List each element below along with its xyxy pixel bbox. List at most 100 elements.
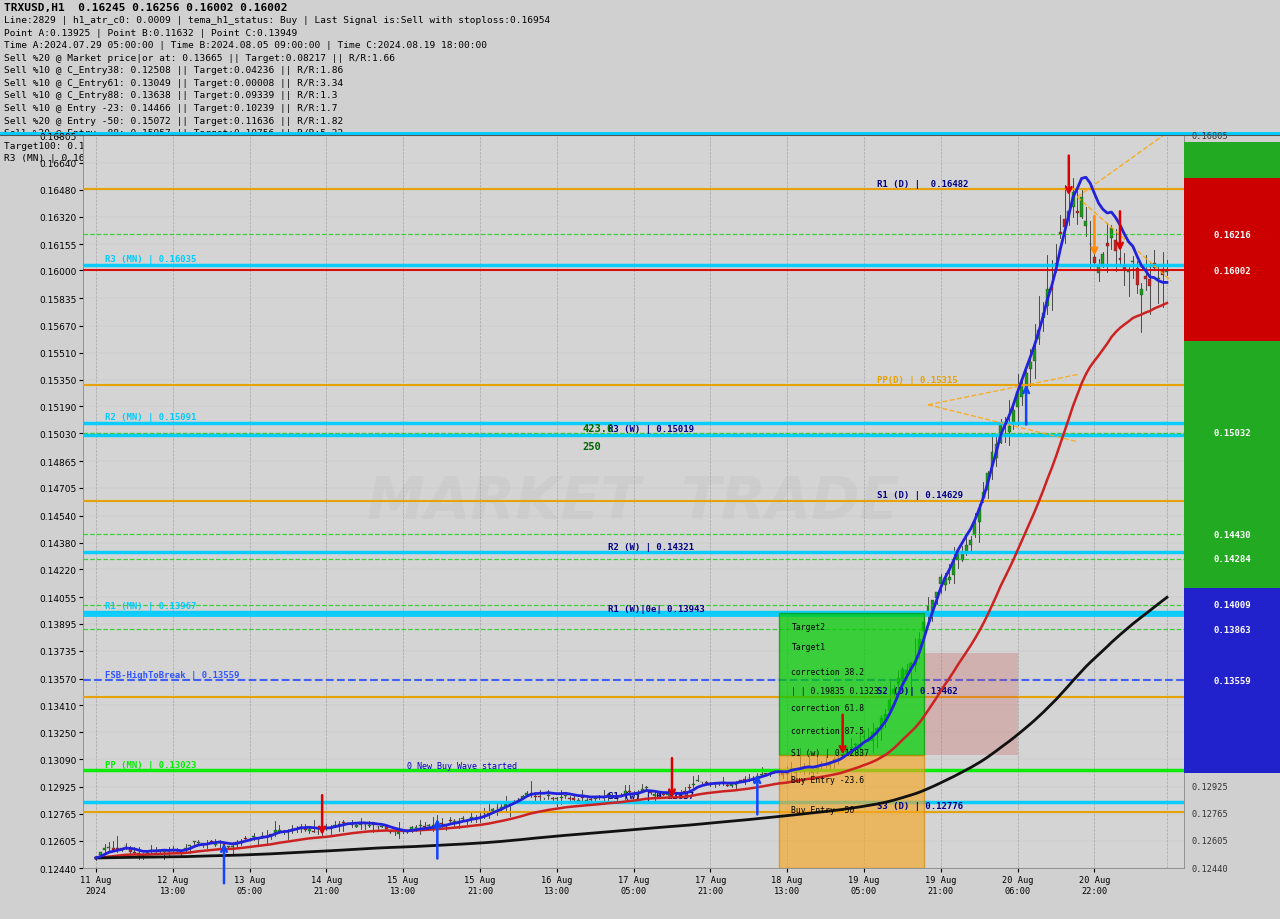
Bar	[922, 623, 925, 630]
Bar	[550, 799, 554, 800]
Bar	[943, 578, 947, 585]
Bar	[431, 825, 435, 826]
Bar	[1084, 222, 1088, 227]
Bar	[415, 827, 417, 830]
Text: R1 (MN) | 0.13967: R1 (MN) | 0.13967	[105, 602, 196, 610]
Bar	[751, 777, 755, 779]
Text: R3 (MN) | 0.16035: R3 (MN) | 0.16035	[4, 154, 101, 163]
Text: 0.13735: 0.13735	[1192, 647, 1229, 655]
Bar	[1097, 266, 1100, 274]
Bar	[742, 779, 746, 781]
Text: MARKET  TRADE: MARKET TRADE	[367, 474, 900, 530]
Bar	[1024, 373, 1028, 391]
Bar	[406, 831, 410, 832]
Bar	[991, 452, 993, 466]
Text: correction 61.8: correction 61.8	[791, 703, 864, 712]
Text: 0 New Buy Wave started: 0 New Buy Wave started	[407, 762, 517, 771]
Text: 0.12440: 0.12440	[1192, 864, 1229, 873]
Text: 0.14865: 0.14865	[1192, 457, 1229, 466]
Text: S1 (D) | 0.14629: S1 (D) | 0.14629	[877, 491, 963, 499]
Bar	[1144, 277, 1147, 279]
Bar	[1093, 258, 1096, 264]
Text: 0.14705: 0.14705	[1192, 484, 1229, 493]
Text: Sell %20 @ Market price|or at: 0.13665 || Target:0.08217 || R/R:1.66: Sell %20 @ Market price|or at: 0.13665 |…	[4, 54, 394, 62]
Bar	[808, 768, 810, 771]
Bar	[854, 744, 858, 745]
Text: FSB-HighToBreak | 0.13559: FSB-HighToBreak | 0.13559	[105, 670, 239, 679]
Bar	[649, 792, 652, 793]
Bar	[1110, 228, 1114, 238]
Text: 0.15030: 0.15030	[1192, 429, 1229, 438]
Text: Buy Entry -50: Buy Entry -50	[791, 805, 855, 814]
Text: Target1: Target1	[791, 642, 826, 652]
Bar	[1157, 278, 1160, 280]
Bar	[1020, 384, 1024, 398]
Bar	[488, 812, 490, 814]
Bar	[654, 794, 657, 797]
Bar	[773, 770, 776, 772]
Bar	[1071, 192, 1075, 208]
Bar	[692, 784, 695, 786]
Bar	[274, 831, 276, 834]
Bar	[794, 769, 797, 774]
Bar	[1050, 288, 1053, 290]
Bar	[146, 853, 148, 854]
Bar	[918, 640, 922, 653]
Bar	[214, 843, 216, 845]
Bar	[896, 678, 900, 685]
Bar	[577, 800, 580, 801]
Text: TRXUSD,H1  0.16245 0.16256 0.16002 0.16002: TRXUSD,H1 0.16245 0.16256 0.16002 0.1600…	[4, 3, 287, 13]
Bar	[252, 836, 256, 837]
Bar	[841, 754, 845, 755]
Text: 0.14009: 0.14009	[1213, 601, 1251, 609]
Bar	[623, 791, 627, 795]
Bar	[141, 855, 145, 857]
Bar	[876, 728, 878, 734]
Bar	[696, 780, 699, 781]
Text: 250: 250	[582, 441, 602, 451]
Bar	[419, 825, 422, 826]
Text: 0.13559: 0.13559	[1213, 676, 1251, 686]
Bar	[799, 769, 801, 771]
Text: Sell %20 @ Entry -50: 0.15072 || Target:0.11636 || R/R:1.82: Sell %20 @ Entry -50: 0.15072 || Target:…	[4, 117, 343, 125]
Bar	[155, 850, 157, 852]
Bar	[102, 848, 106, 850]
Bar	[1080, 198, 1083, 217]
Bar	[1029, 363, 1032, 369]
Bar	[927, 606, 929, 616]
Bar	[128, 849, 132, 852]
Bar	[108, 847, 110, 848]
Bar	[1161, 269, 1165, 276]
Text: 423.6: 423.6	[582, 424, 613, 434]
Bar	[678, 795, 682, 796]
Bar	[163, 850, 166, 852]
Bar	[1101, 255, 1105, 267]
Bar	[410, 827, 413, 830]
Text: 0.16640: 0.16640	[1192, 159, 1229, 168]
Bar	[308, 829, 311, 832]
Bar	[867, 740, 870, 742]
Bar	[1123, 266, 1126, 270]
Bar	[987, 474, 989, 491]
Bar	[492, 809, 494, 811]
Bar	[846, 749, 849, 752]
Bar	[239, 841, 243, 843]
Text: 0.13863: 0.13863	[1213, 625, 1251, 634]
Bar	[594, 798, 596, 799]
Bar	[389, 831, 392, 832]
Text: S2 (D)| 0.13462: S2 (D)| 0.13462	[877, 686, 957, 696]
Bar	[790, 768, 792, 770]
Bar	[236, 843, 238, 845]
Bar	[803, 766, 806, 771]
Text: 0.13570: 0.13570	[1192, 675, 1229, 684]
Bar	[1148, 279, 1152, 287]
Text: S3 (D) | 0.12776: S3 (D) | 0.12776	[877, 801, 963, 811]
Bar	[978, 509, 980, 522]
Bar	[351, 823, 353, 824]
Bar	[786, 774, 788, 775]
Bar	[870, 732, 874, 742]
Text: Target100: 0.11656 || Target 161: 0.10239 || Target 250: 0.08217 || Target 423: : Target100: 0.11656 || Target 161: 0.1023…	[4, 142, 636, 151]
Bar	[888, 700, 891, 711]
Bar	[667, 793, 669, 795]
Bar	[632, 794, 635, 795]
